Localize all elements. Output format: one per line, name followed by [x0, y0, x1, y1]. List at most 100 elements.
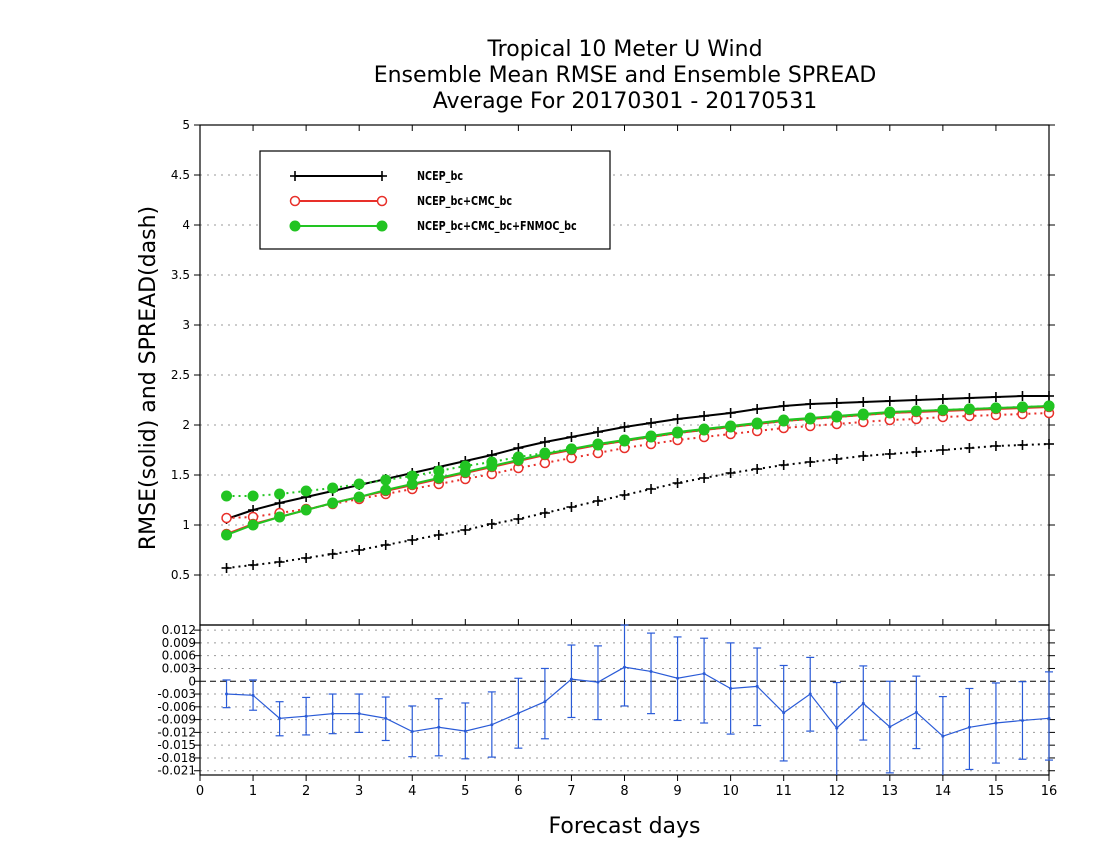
series-0-spread-point [778, 460, 789, 470]
series-2-rmse-point [910, 405, 922, 417]
series-0-spread-point [964, 443, 975, 453]
series-0-spread-point [884, 449, 895, 459]
series-2-spread-point [300, 485, 312, 497]
difference-point [225, 692, 229, 696]
series-0-spread-point [858, 451, 869, 461]
x-tick-label: 6 [514, 784, 522, 799]
error-bar [647, 632, 656, 715]
series-2-rmse-point [406, 478, 418, 490]
difference-point [755, 684, 759, 688]
error-bar [700, 637, 709, 724]
series-2-rmse-point [937, 404, 949, 416]
series-0-spread-point [539, 508, 550, 518]
difference-point [331, 712, 335, 716]
x-tick-label: 3 [355, 784, 363, 799]
series-0-spread-point [327, 549, 338, 559]
series-0-spread-point [1044, 439, 1054, 449]
x-tick-label: 13 [882, 784, 899, 799]
series-1-rmse-line [226, 406, 1050, 535]
series-2-rmse-point [990, 402, 1002, 414]
bottom-y-tick-label: 0.006 [162, 649, 196, 663]
bottom-y-tick-label: -0.018 [157, 751, 196, 765]
series-2-rmse-point [459, 466, 471, 478]
legend: NCEP_bc NCEP_bc+CMC_bc NCEP_bc+CMC_bc+FNMO… [259, 150, 611, 250]
x-axis-label: Forecast days [548, 814, 700, 839]
error-bar [567, 644, 576, 719]
legend-swatch-marker [376, 220, 388, 232]
series-0-spread-point [433, 530, 444, 540]
difference-point [251, 693, 255, 697]
series-0-rmse-point [805, 399, 816, 409]
difference-point [967, 725, 971, 729]
x-tick-label: 11 [775, 784, 792, 799]
series-2-rmse-point [963, 403, 975, 415]
difference-point [516, 711, 520, 715]
series-0-spread-point [274, 557, 285, 567]
top-y-tick-label: 1 [182, 518, 190, 532]
bottom-y-tick-label: 0.003 [162, 661, 196, 675]
series-0-spread-line [226, 443, 1050, 569]
difference-point [410, 730, 414, 734]
legend-swatch-marker [377, 171, 387, 181]
series-2-rmse-point [380, 484, 392, 496]
series-2-rmse-point [698, 423, 710, 435]
chart-subtitle: Ensemble Mean RMSE and Ensemble SPREAD [373, 63, 877, 88]
legend-label: NCEP_bc [417, 169, 463, 183]
series-0-spread-point [513, 514, 524, 524]
series-0-spread-point [699, 473, 710, 483]
series-0-spread-point [221, 563, 232, 573]
difference-point [569, 677, 573, 681]
difference-point [835, 726, 839, 730]
series-2-rmse-point [353, 491, 365, 503]
series-2-rmse-point [486, 460, 498, 472]
x-tick-label: 2 [302, 784, 310, 799]
legend-swatch-marker [289, 220, 301, 232]
series-2-rmse-point [327, 497, 339, 509]
difference-point [357, 712, 361, 716]
series-2-rmse-point [884, 406, 896, 418]
x-tick-label: 12 [828, 784, 845, 799]
bottom-gridlines [200, 629, 1049, 772]
x-tick-label: 10 [722, 784, 739, 799]
x-tick-label: 5 [461, 784, 469, 799]
series-0-spread-point [1017, 440, 1028, 450]
x-tick-label: 9 [673, 784, 681, 799]
series-2-rmse-point [857, 408, 869, 420]
series-0-spread-point [592, 496, 603, 506]
series-2-rmse-point [672, 426, 684, 438]
series-2-spread-point [327, 482, 339, 494]
series-2-rmse-point [565, 443, 577, 455]
difference-point [304, 714, 308, 718]
x-tick-label: 14 [935, 784, 952, 799]
series-2-rmse-point [433, 472, 445, 484]
difference-point [782, 711, 786, 715]
series-0-spread-point [831, 454, 842, 464]
series-0-spread-point [407, 535, 418, 545]
x-tick-label: 16 [1041, 784, 1058, 799]
series-0-spread-point [354, 545, 365, 555]
series-0-spread-point [248, 560, 259, 570]
x-tick-label: 0 [196, 784, 204, 799]
difference-point [994, 721, 998, 725]
series-0-rmse-point [752, 404, 763, 414]
series-0-rmse-point [831, 398, 842, 408]
bottom-y-tick-label: 0.012 [162, 623, 196, 637]
series-2-rmse-point [274, 511, 286, 523]
series-0-rmse-point [592, 427, 603, 437]
error-bar [965, 687, 974, 771]
top-y-tick-label: 3 [182, 318, 190, 332]
series-0-rmse-point [725, 408, 736, 418]
series-2-rmse-point [512, 454, 524, 466]
difference-point [543, 700, 547, 704]
series-0-spread-point [805, 457, 816, 467]
chart-title: Tropical 10 Meter U Wind [487, 37, 763, 62]
top-y-tick-label: 5 [182, 118, 190, 132]
difference-point [941, 734, 945, 738]
series-2-rmse-point [539, 448, 551, 460]
series-0-rmse-point [274, 498, 285, 508]
series-0-rmse-point [964, 393, 975, 403]
series-2-rmse-point [725, 420, 737, 432]
series-2-rmse-point [831, 410, 843, 422]
series-2-rmse-point [300, 504, 312, 516]
